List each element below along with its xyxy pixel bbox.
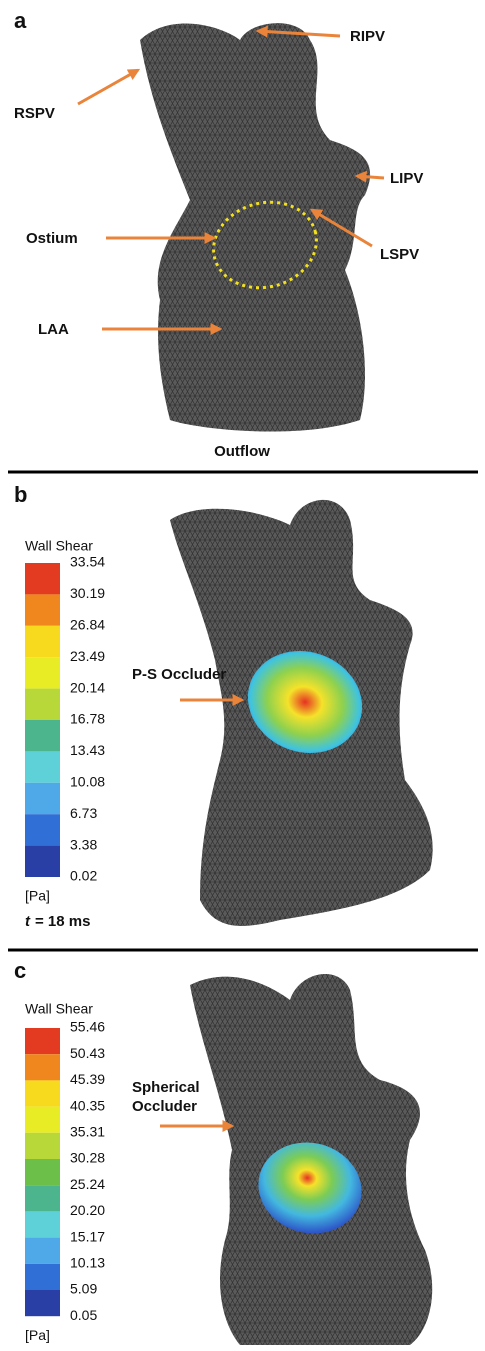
legend-swatch bbox=[25, 657, 60, 688]
legend-swatch bbox=[25, 1211, 60, 1237]
legend-swatch bbox=[25, 1185, 60, 1211]
time-value: = 18 ms bbox=[35, 913, 90, 930]
panel-a: a RIPV RSPV LIPV Ostium LSPV LAA Outflow bbox=[14, 8, 423, 460]
legend-level: 30.19 bbox=[70, 585, 105, 601]
legend-swatch bbox=[25, 1264, 60, 1290]
arrow bbox=[78, 70, 138, 104]
legend-swatch bbox=[25, 1290, 60, 1316]
annotation: RSPV bbox=[14, 105, 55, 122]
legend-level: 16.78 bbox=[70, 711, 105, 727]
legend-unit: [Pa] bbox=[25, 888, 50, 904]
annotation: LAA bbox=[38, 321, 69, 338]
legend-swatch bbox=[25, 814, 60, 845]
legend-level: 40.35 bbox=[70, 1097, 105, 1113]
legend-swatch bbox=[25, 594, 60, 625]
time-symbol: t bbox=[25, 913, 31, 930]
atrium-mesh bbox=[140, 23, 370, 431]
legend-level: 30.28 bbox=[70, 1150, 105, 1166]
legend-level: 20.14 bbox=[70, 679, 105, 695]
legend-level: 35.31 bbox=[70, 1124, 105, 1140]
legend-title: Wall Shear bbox=[25, 1001, 93, 1017]
legend-swatch bbox=[25, 1133, 60, 1159]
legend-level: 33.54 bbox=[70, 554, 105, 570]
legend-swatch bbox=[25, 720, 60, 751]
page: Figure {"panels": [ {"label": "a", "anno… bbox=[0, 0, 485, 1351]
annotation: LSPV bbox=[380, 246, 419, 263]
time-label: t= 18 ms bbox=[25, 913, 90, 930]
arrow bbox=[357, 176, 384, 178]
legend-level: 15.17 bbox=[70, 1228, 105, 1244]
legend-level: 26.84 bbox=[70, 617, 105, 633]
annotation: LIPV bbox=[390, 170, 423, 187]
legend-level: 50.43 bbox=[70, 1045, 105, 1061]
annotation: Outflow bbox=[214, 443, 270, 460]
legend-unit: [Pa] bbox=[25, 1327, 50, 1343]
legend-level: 55.46 bbox=[70, 1019, 105, 1035]
occluder-label: Occluder bbox=[132, 1098, 197, 1115]
legend-swatch bbox=[25, 1107, 60, 1133]
occluder-label: P-S Occluder bbox=[132, 666, 226, 683]
legend-level: 5.09 bbox=[70, 1281, 97, 1297]
legend-level: 0.05 bbox=[70, 1307, 97, 1323]
legend-swatch bbox=[25, 1238, 60, 1264]
legend-swatch bbox=[25, 751, 60, 782]
legend-swatch bbox=[25, 563, 60, 594]
legend-swatch bbox=[25, 846, 60, 877]
occluder-label: Spherical bbox=[132, 1079, 200, 1096]
legend-swatch bbox=[25, 1159, 60, 1185]
legend-swatch bbox=[25, 1028, 60, 1054]
legend-level: 0.02 bbox=[70, 868, 97, 884]
legend-level: 3.38 bbox=[70, 836, 97, 852]
legend-swatch bbox=[25, 689, 60, 720]
annotation: RIPV bbox=[350, 28, 385, 45]
body: a RIPV RSPV LIPV Ostium LSPV LAA Outflow… bbox=[0, 0, 485, 1351]
legend-level: 20.20 bbox=[70, 1202, 105, 1218]
panel-label: a bbox=[14, 8, 27, 33]
legend-level: 45.39 bbox=[70, 1071, 105, 1087]
panel-c: c Wall Shear 55.46 50.43 45.39 40.35 35.31 30.… bbox=[14, 958, 432, 1351]
legend-level: 10.13 bbox=[70, 1255, 105, 1271]
legend-swatch bbox=[25, 1080, 60, 1106]
legend-swatch bbox=[25, 626, 60, 657]
legend-level: 25.24 bbox=[70, 1176, 105, 1192]
panel-label: b bbox=[14, 482, 27, 507]
panel-label: c bbox=[14, 958, 26, 983]
annotation: Ostium bbox=[26, 230, 78, 247]
legend-swatch bbox=[25, 1054, 60, 1080]
legend-level: 10.08 bbox=[70, 774, 105, 790]
legend-title: Wall Shear bbox=[25, 538, 93, 554]
legend-level: 23.49 bbox=[70, 648, 105, 664]
legend-level: 13.43 bbox=[70, 742, 105, 758]
legend-level: 6.73 bbox=[70, 805, 97, 821]
legend-swatch bbox=[25, 783, 60, 814]
figure: a RIPV RSPV LIPV Ostium LSPV LAA Outflow… bbox=[0, 0, 485, 1351]
